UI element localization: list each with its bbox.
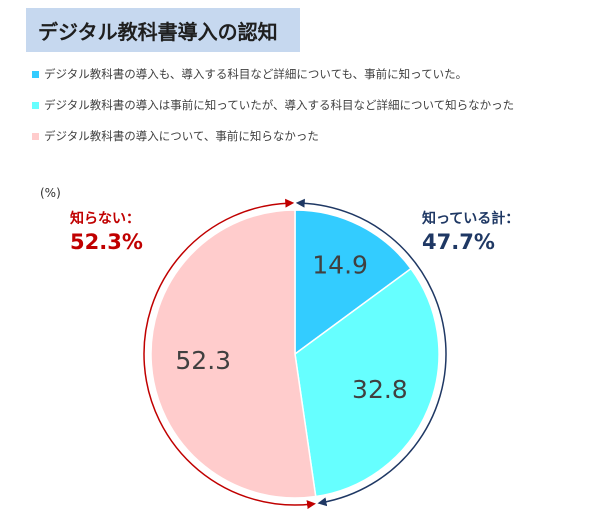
pie-label-known-partial: 32.8 (352, 375, 408, 404)
pie-slice-known-partial (294, 267, 440, 498)
unknown-group-arc (143, 198, 316, 510)
chart-title-bar: デジタル教科書導入の認知 (26, 8, 300, 52)
legend-item-known-partial: デジタル教科書の導入は事前に知っていたが、導入する科目など詳細について知らなかっ… (32, 97, 587, 113)
chart-title: デジタル教科書導入の認知 (38, 19, 278, 44)
callout-unknown-label: 知らない： (70, 211, 140, 227)
pie-slice-unknown (150, 209, 317, 499)
callout-known-label: 知っている計： (422, 211, 520, 227)
callout-known-value: 47.7% (422, 230, 495, 254)
legend-swatch-known-all (32, 70, 39, 78)
known-group-arc (295, 198, 447, 507)
legend-item-known-all: デジタル教科書の導入も、導入する科目など詳細についても、事前に知っていた。 (32, 66, 587, 82)
pie-label-known-all: 14.9 (312, 250, 368, 279)
legend-swatch-unknown (32, 132, 39, 140)
legend-label-known-partial: デジタル教科書の導入は事前に知っていたが、導入する科目など詳細について知らなかっ… (44, 98, 515, 112)
legend-label-known-all: デジタル教科書の導入も、導入する科目など詳細についても、事前に知っていた。 (44, 67, 468, 81)
unit-label: (%) (40, 186, 61, 200)
legend: デジタル教科書の導入も、導入する科目など詳細についても、事前に知っていた。 デジ… (32, 66, 587, 159)
callout-unknown: 知らない： 52.3% (70, 208, 143, 254)
pie-label-unknown: 52.3 (175, 346, 231, 375)
callout-known: 知っている計： 47.7% (422, 208, 519, 254)
callout-unknown-value: 52.3% (70, 230, 143, 254)
legend-item-unknown: デジタル教科書の導入について、事前に知らなかった (32, 128, 587, 144)
legend-swatch-known-partial (32, 101, 39, 109)
legend-label-unknown: デジタル教科書の導入について、事前に知らなかった (44, 129, 319, 143)
